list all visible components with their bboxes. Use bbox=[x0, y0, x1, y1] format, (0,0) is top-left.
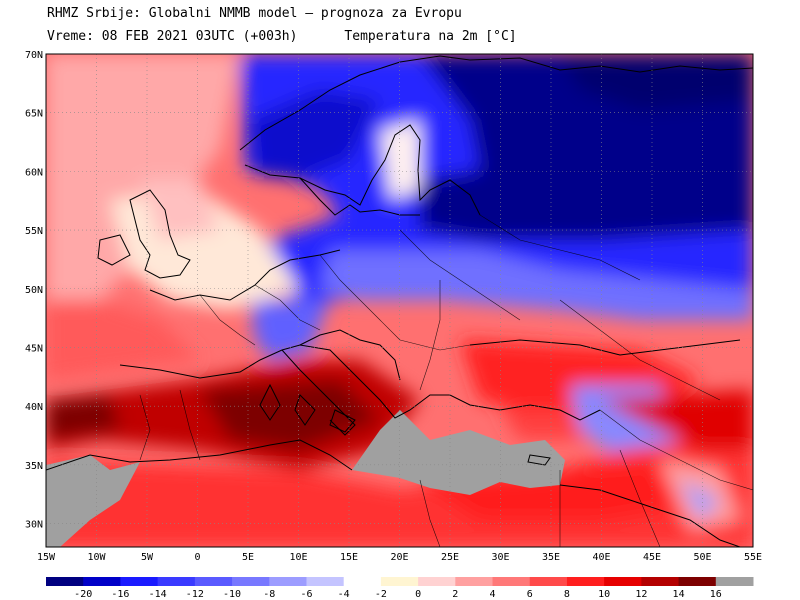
legend-labels: -20 -16 -14 -12 -10 -8 -6 -4 -2 0 2 4 6 8 10 12 14 16 bbox=[74, 589, 722, 600]
legend-swatch bbox=[604, 577, 642, 586]
latitude-tick-label: 35N bbox=[25, 461, 43, 472]
legend-swatch bbox=[380, 577, 419, 586]
legend-tick-label: -10 bbox=[223, 589, 241, 600]
legend-tick-label: -12 bbox=[186, 589, 204, 600]
latitude-tick-label: 70N bbox=[25, 50, 43, 61]
chart-title-line2: Vreme: 08 FEB 2021 03UTC (+003h) Tempera… bbox=[47, 29, 517, 44]
masked-area-east-med bbox=[352, 410, 565, 495]
legend-tick-label: -6 bbox=[300, 589, 312, 600]
legend-tick-label: -4 bbox=[338, 589, 350, 600]
legend-tick-label: 16 bbox=[710, 589, 722, 600]
longitude-labels: 15W 10W 5W 0 5E 10E 15E 20E 25E 30E 35E 40E 45E 50E 55… bbox=[37, 552, 762, 563]
legend-tick-label: 0 bbox=[415, 589, 421, 600]
longitude-tick-label: 20E bbox=[390, 552, 408, 563]
latitude-tick-label: 40N bbox=[25, 402, 43, 413]
legend-swatch bbox=[566, 577, 605, 586]
legend-tick-label: 4 bbox=[490, 589, 496, 600]
latitude-labels: 70N 65N 60N 55N 50N 45N 40N 35N 30N bbox=[25, 50, 43, 531]
legend-swatch bbox=[269, 577, 307, 586]
longitude-tick-label: 55E bbox=[744, 552, 762, 563]
legend-tick-label: 14 bbox=[673, 589, 685, 600]
legend-swatch bbox=[343, 577, 382, 586]
legend-tick-label: -2 bbox=[375, 589, 387, 600]
longitude-tick-label: 5E bbox=[242, 552, 254, 563]
longitude-tick-label: 35E bbox=[542, 552, 560, 563]
legend-swatch bbox=[529, 577, 568, 586]
coastlines bbox=[46, 55, 753, 547]
legend-swatch bbox=[306, 577, 345, 586]
latitude-tick-label: 55N bbox=[25, 226, 43, 237]
legend-swatch bbox=[232, 577, 270, 586]
legend-swatch bbox=[157, 577, 196, 586]
color-legend bbox=[46, 577, 754, 586]
temperature-field bbox=[46, 54, 753, 547]
masked-area-nw-africa bbox=[46, 455, 140, 547]
legend-tick-label: -8 bbox=[263, 589, 275, 600]
longitude-tick-label: 40E bbox=[592, 552, 610, 563]
chart-title-line1: RHMZ Srbije: Globalni NMMB model — progn… bbox=[47, 6, 462, 21]
latitude-tick-label: 65N bbox=[25, 109, 43, 120]
longitude-tick-label: 10E bbox=[289, 552, 307, 563]
legend-swatch bbox=[455, 577, 494, 586]
longitude-tick-label: 15W bbox=[37, 552, 56, 563]
legend-tick-label: -20 bbox=[74, 589, 92, 600]
legend-swatch bbox=[715, 577, 754, 586]
legend-swatch bbox=[120, 577, 159, 586]
longitude-tick-label: 5W bbox=[141, 552, 154, 563]
longitude-tick-label: 10W bbox=[87, 552, 106, 563]
legend-tick-label: 10 bbox=[598, 589, 610, 600]
longitude-tick-label: 45E bbox=[643, 552, 661, 563]
latitude-tick-label: 60N bbox=[25, 167, 43, 178]
legend-swatch bbox=[641, 577, 680, 586]
legend-swatch bbox=[83, 577, 121, 586]
latitude-tick-label: 45N bbox=[25, 343, 43, 354]
legend-swatch bbox=[492, 577, 531, 586]
longitude-tick-label: 30E bbox=[491, 552, 509, 563]
longitude-tick-label: 50E bbox=[693, 552, 711, 563]
latitude-tick-label: 30N bbox=[25, 520, 43, 531]
longitude-tick-label: 25E bbox=[441, 552, 459, 563]
legend-swatch bbox=[46, 577, 84, 586]
longitude-tick-label: 15E bbox=[340, 552, 358, 563]
country-borders bbox=[139, 214, 753, 547]
legend-tick-label: 8 bbox=[564, 589, 570, 600]
legend-tick-label: -14 bbox=[149, 589, 167, 600]
map-frame bbox=[45, 53, 754, 548]
longitude-tick-label: 0 bbox=[194, 552, 200, 563]
legend-swatch bbox=[678, 577, 717, 586]
legend-tick-label: 6 bbox=[527, 589, 533, 600]
legend-swatch bbox=[194, 577, 233, 586]
latitude-tick-label: 50N bbox=[25, 285, 43, 296]
legend-swatch bbox=[418, 577, 456, 586]
legend-tick-label: -16 bbox=[111, 589, 129, 600]
legend-tick-label: 2 bbox=[452, 589, 458, 600]
legend-tick-label: 12 bbox=[635, 589, 647, 600]
